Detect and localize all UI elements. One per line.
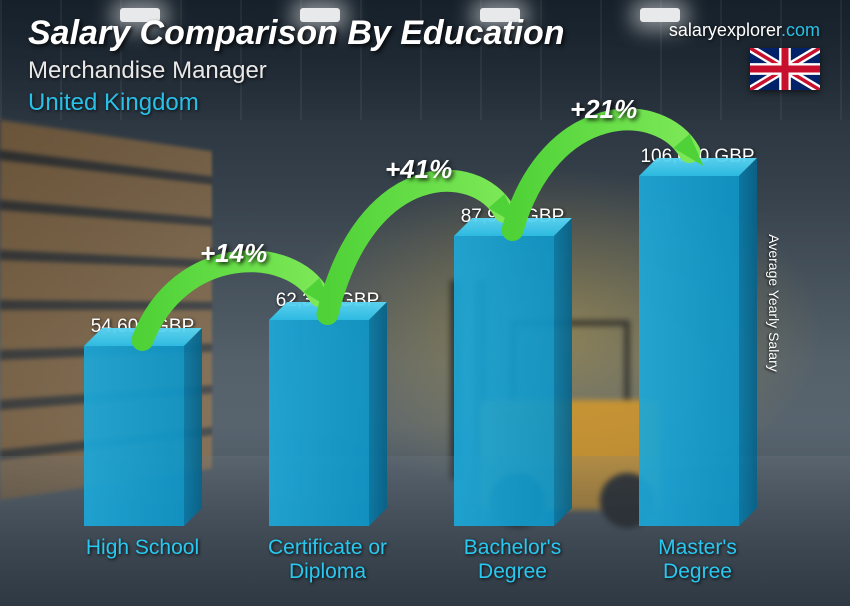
bar xyxy=(454,236,572,526)
country-label: United Kingdom xyxy=(28,89,822,117)
bar-column: 106,000 GBP Master'sDegree xyxy=(605,146,790,586)
bar-category: Master'sDegree xyxy=(658,536,737,586)
site-tld: .com xyxy=(781,20,820,40)
bar xyxy=(639,176,757,526)
site-brand: salaryexplorer.com xyxy=(669,20,820,41)
bar-column: 87,900 GBP Bachelor'sDegree xyxy=(420,206,605,586)
bar xyxy=(269,320,387,526)
bar-column: 62,300 GBP Certificate orDiploma xyxy=(235,290,420,586)
flag-icon xyxy=(750,48,820,90)
bar-category: High School xyxy=(86,536,199,586)
page-subtitle: Merchandise Manager xyxy=(28,57,822,85)
site-name: salaryexplorer xyxy=(669,20,781,40)
bar-column: 54,600 GBP High School xyxy=(50,316,235,586)
bar-category: Bachelor'sDegree xyxy=(464,536,561,586)
bar-category: Certificate orDiploma xyxy=(268,536,387,586)
bar-chart: 54,600 GBP High School 62,300 GBP Certif… xyxy=(50,126,790,586)
bar xyxy=(84,346,202,526)
